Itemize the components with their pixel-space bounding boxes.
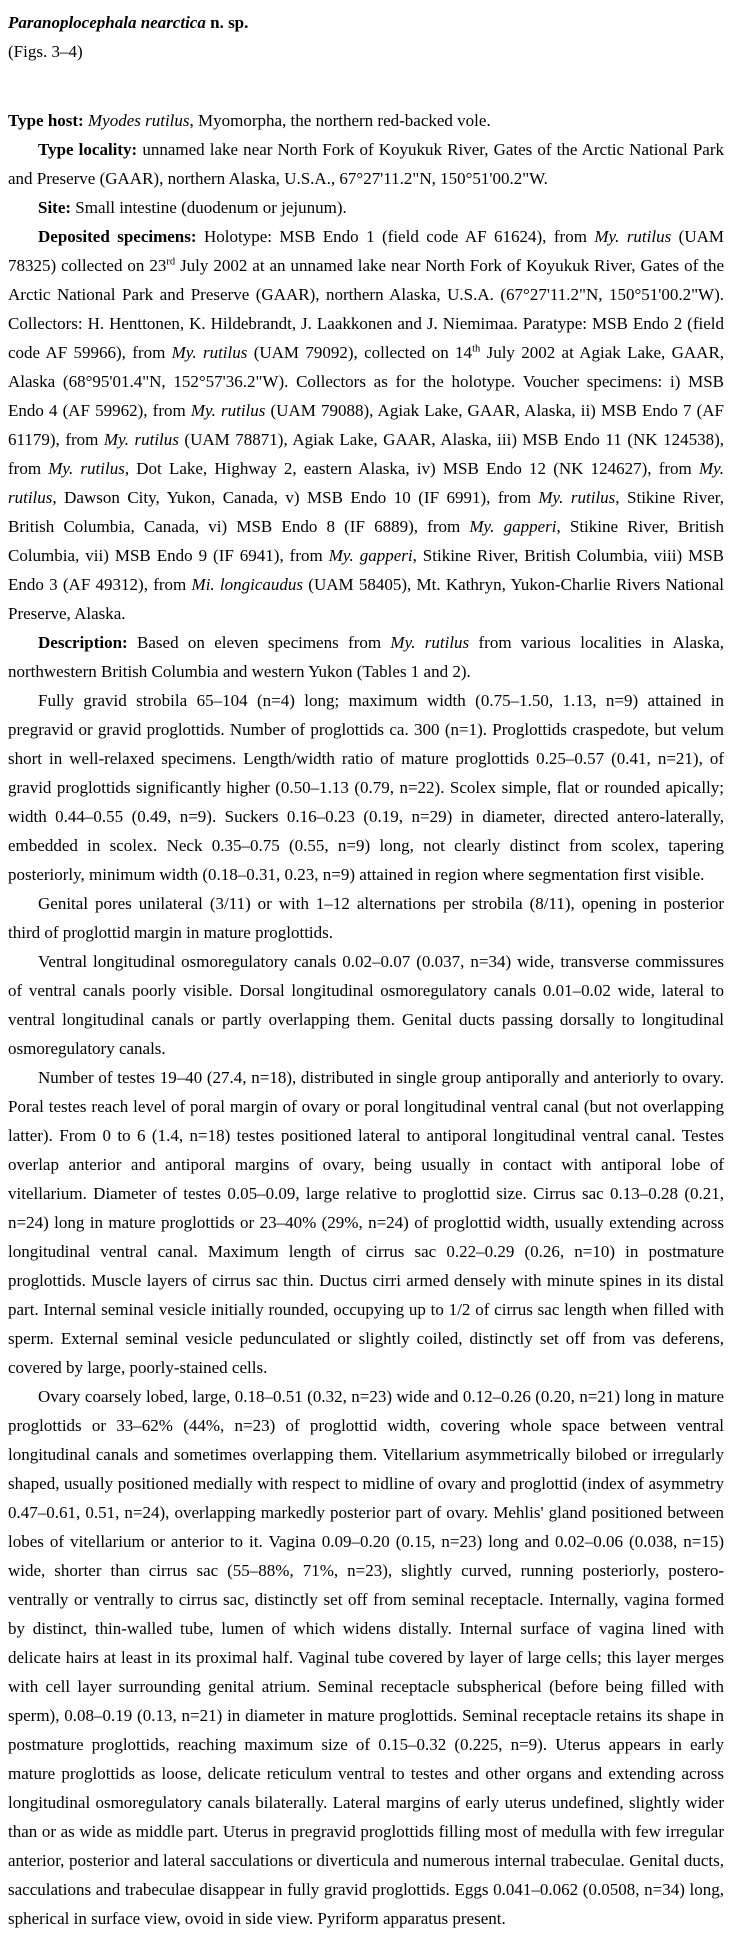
para-deposited-specimens: Deposited specimens: Holotype: MSB Endo …: [8, 227, 725, 623]
species-title: Paranoplocephala nearctica n. sp.: [8, 8, 724, 37]
para-ovary-uterus-eggs: Ovary coarsely lobed, large, 0.18–0.51 (…: [8, 1387, 724, 1928]
new-species-designation: n. sp.: [210, 13, 249, 32]
para-type-locality: Type locality: unnamed lake near North F…: [8, 140, 724, 188]
species-heading: Paranoplocephala nearctica n. sp. (Figs.…: [8, 8, 724, 66]
para-testes-cirrus-sac: Number of testes 19–40 (27.4, n=18), dis…: [8, 1068, 724, 1377]
para-genital-pores: Genital pores unilateral (3/11) or with …: [8, 894, 724, 942]
description-body: Type host: Myodes rutilus, Myomorpha, th…: [8, 106, 724, 1933]
para-site: Site: Small intestine (duodenum or jejun…: [38, 198, 347, 217]
para-description-intro: Description: Based on eleven specimens f…: [8, 633, 724, 681]
para-type-host: Type host: Myodes rutilus, Myomorpha, th…: [8, 111, 491, 130]
para-strobila-measurements: Fully gravid strobila 65–104 (n=4) long;…: [8, 691, 724, 884]
species-name: Paranoplocephala nearctica: [8, 13, 206, 32]
figs-reference: (Figs. 3–4): [8, 42, 83, 61]
para-osmoregulatory-canals: Ventral longitudinal osmoregulatory cana…: [8, 952, 724, 1058]
